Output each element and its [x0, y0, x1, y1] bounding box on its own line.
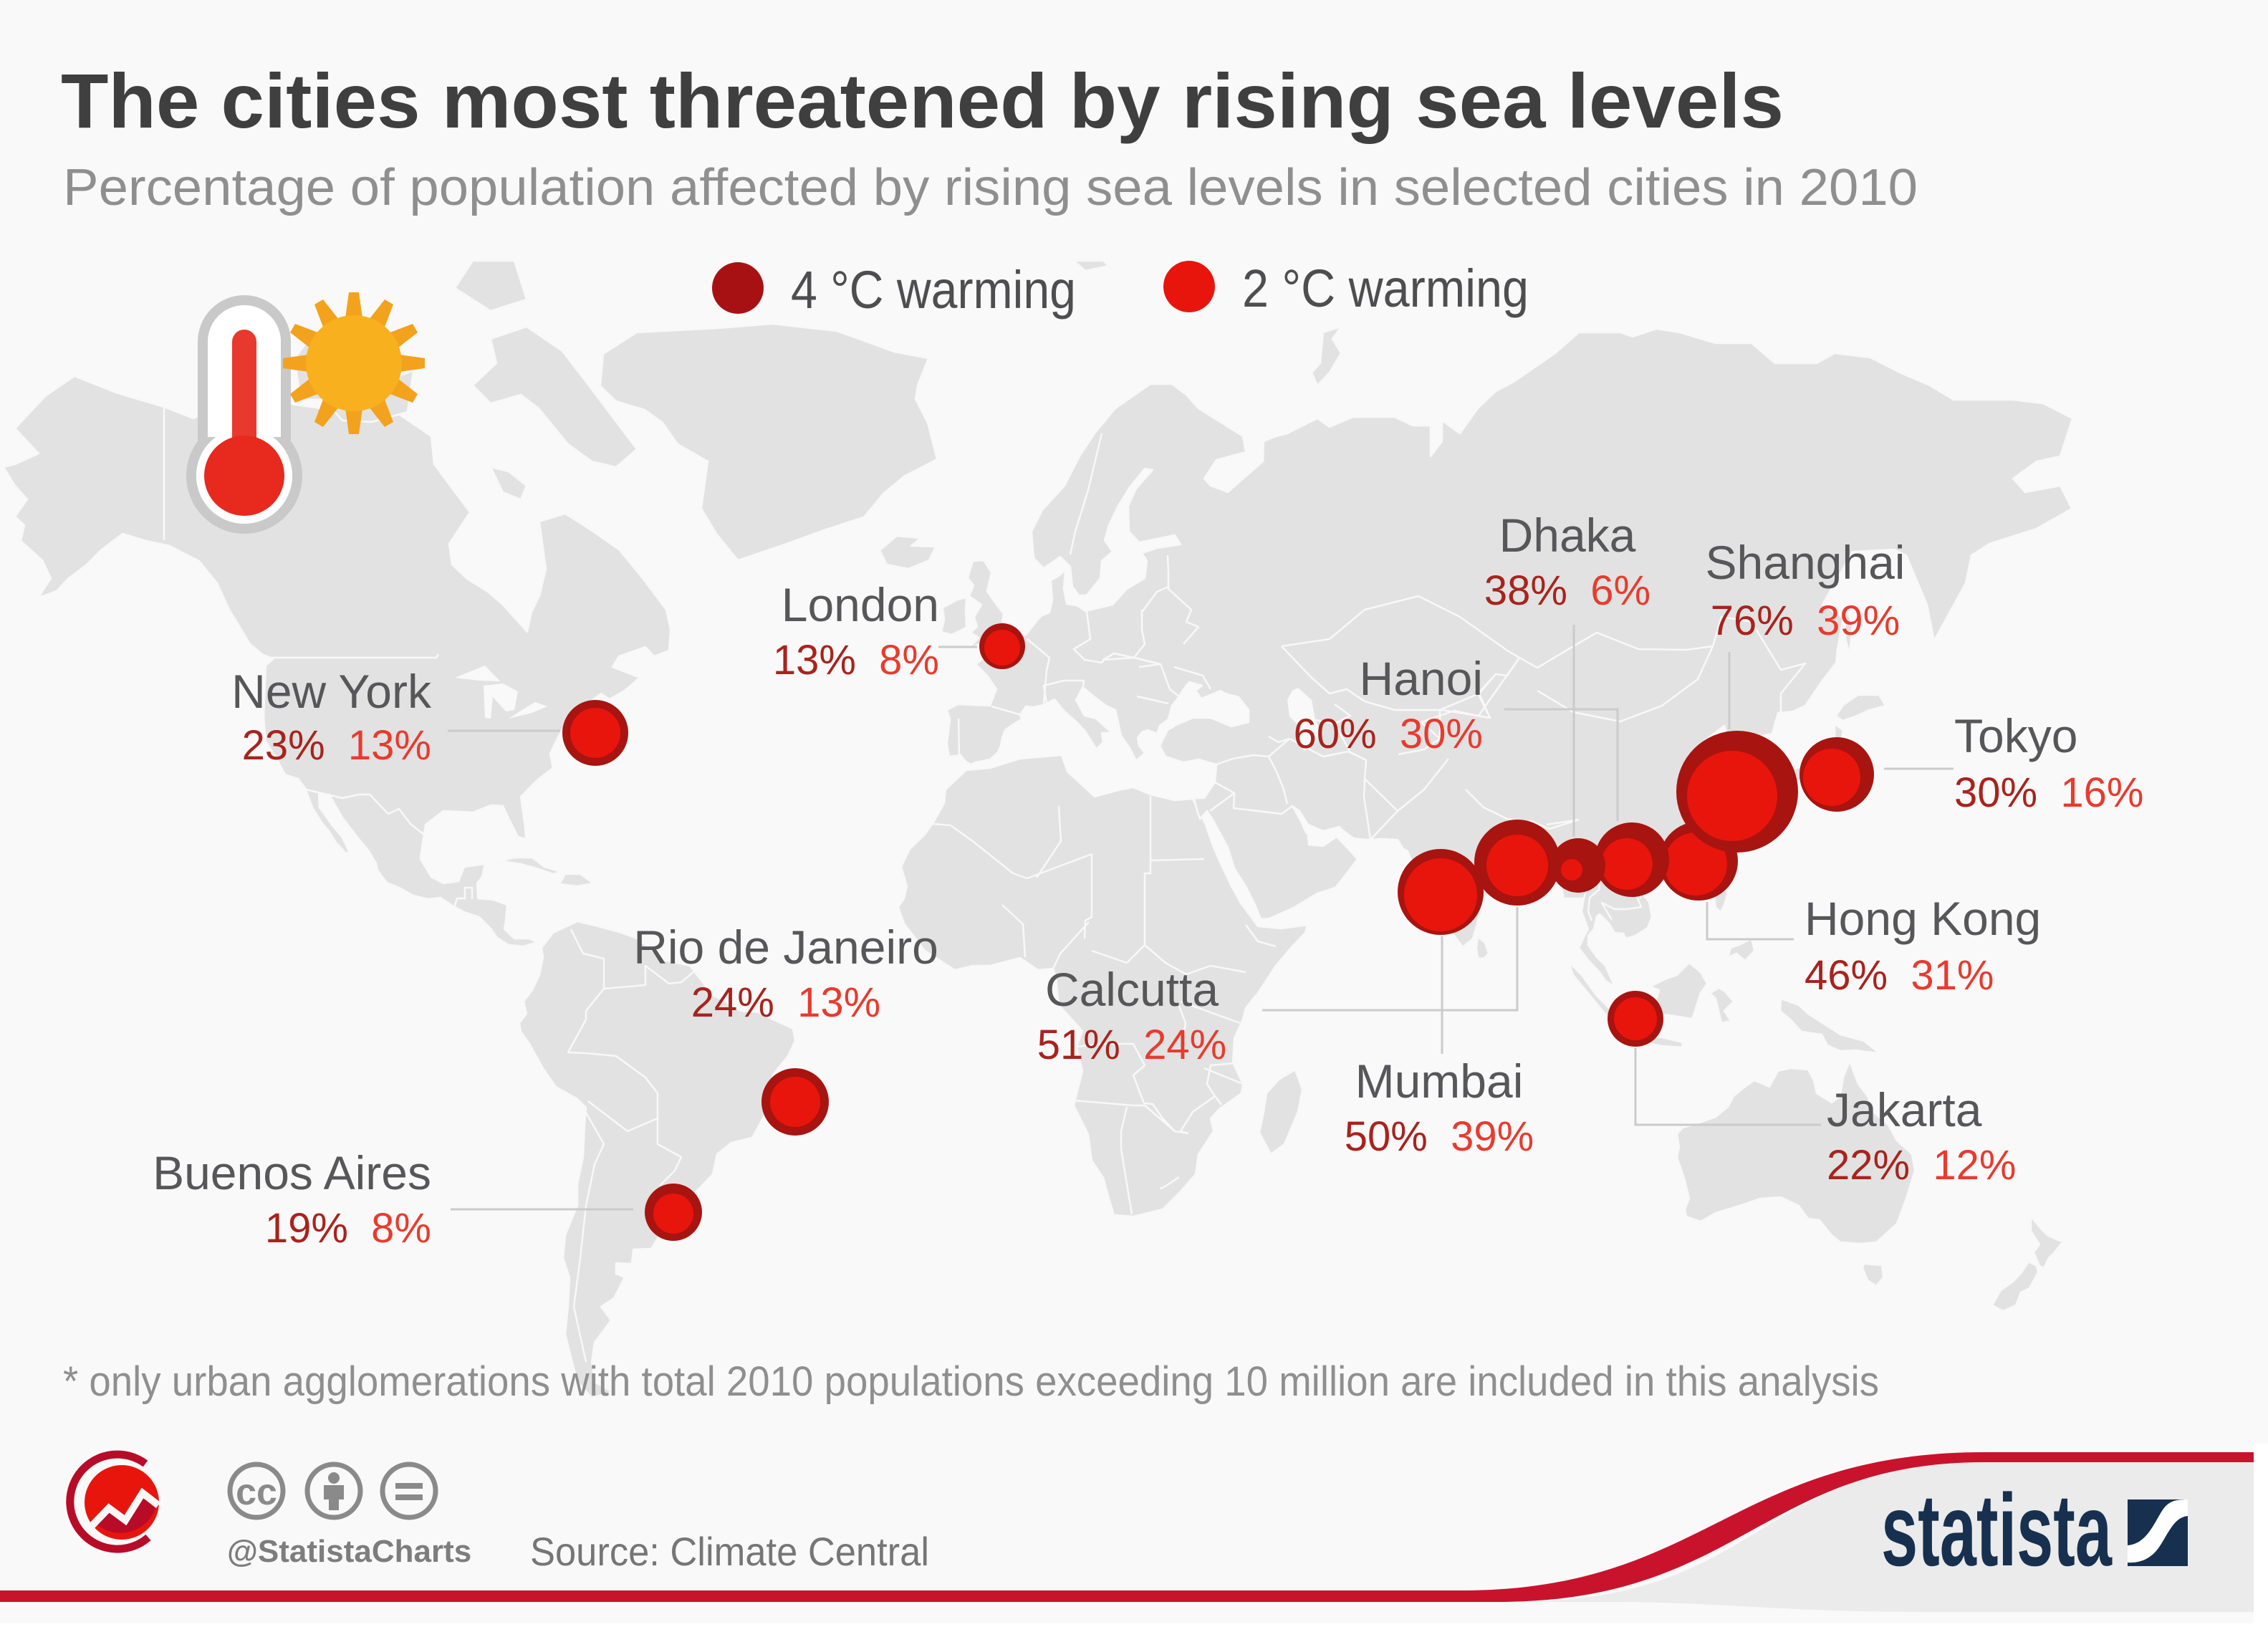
svg-text:24% 13%: 24% 13%: [691, 979, 880, 1026]
svg-text:* only urban agglomerations wi: * only urban agglomerations with total 2…: [63, 1358, 1879, 1405]
svg-text:Mumbai: Mumbai: [1355, 1055, 1524, 1108]
svg-text:@StatistaCharts: @StatistaCharts: [227, 1534, 471, 1569]
svg-text:cc: cc: [236, 1472, 277, 1513]
svg-text:50% 39%: 50% 39%: [1345, 1113, 1534, 1160]
svg-text:4 °C warming: 4 °C warming: [791, 260, 1076, 320]
svg-text:2 °C warming: 2 °C warming: [1242, 259, 1529, 318]
svg-text:Shanghai: Shanghai: [1706, 536, 1906, 589]
svg-text:38% 6%: 38% 6%: [1484, 567, 1650, 614]
svg-text:51% 24%: 51% 24%: [1037, 1022, 1226, 1068]
svg-text:76% 39%: 76% 39%: [1711, 597, 1900, 644]
svg-text:Buenos Aires: Buenos Aires: [153, 1146, 431, 1199]
svg-text:Jakarta: Jakarta: [1827, 1083, 1982, 1136]
svg-text:30% 16%: 30% 16%: [1954, 769, 2143, 816]
svg-text:23% 13%: 23% 13%: [242, 722, 431, 769]
svg-text:19% 8%: 19% 8%: [265, 1205, 431, 1252]
svg-text:Hanoi: Hanoi: [1360, 652, 1483, 705]
svg-text:22% 12%: 22% 12%: [1827, 1142, 2016, 1189]
svg-text:46% 31%: 46% 31%: [1805, 952, 1994, 999]
svg-text:The cities most threatened by: The cities most threatened by rising sea…: [61, 57, 1784, 144]
svg-text:13% 8%: 13% 8%: [773, 637, 939, 683]
svg-text:Dhaka: Dhaka: [1499, 509, 1636, 562]
svg-text:Calcutta: Calcutta: [1045, 963, 1219, 1016]
svg-text:New York: New York: [231, 665, 432, 718]
svg-text:London: London: [782, 578, 939, 631]
svg-text:statista: statista: [1881, 1474, 2113, 1588]
svg-text:Tokyo: Tokyo: [1954, 709, 2077, 762]
svg-text:Source: Climate Central: Source: Climate Central: [530, 1529, 929, 1574]
svg-text:Rio de Janeiro: Rio de Janeiro: [633, 921, 938, 974]
svg-text:60% 30%: 60% 30%: [1294, 711, 1483, 757]
svg-text:Percentage of population affec: Percentage of population affected by ris…: [63, 159, 1918, 216]
svg-text:Hong Kong: Hong Kong: [1805, 892, 2041, 945]
